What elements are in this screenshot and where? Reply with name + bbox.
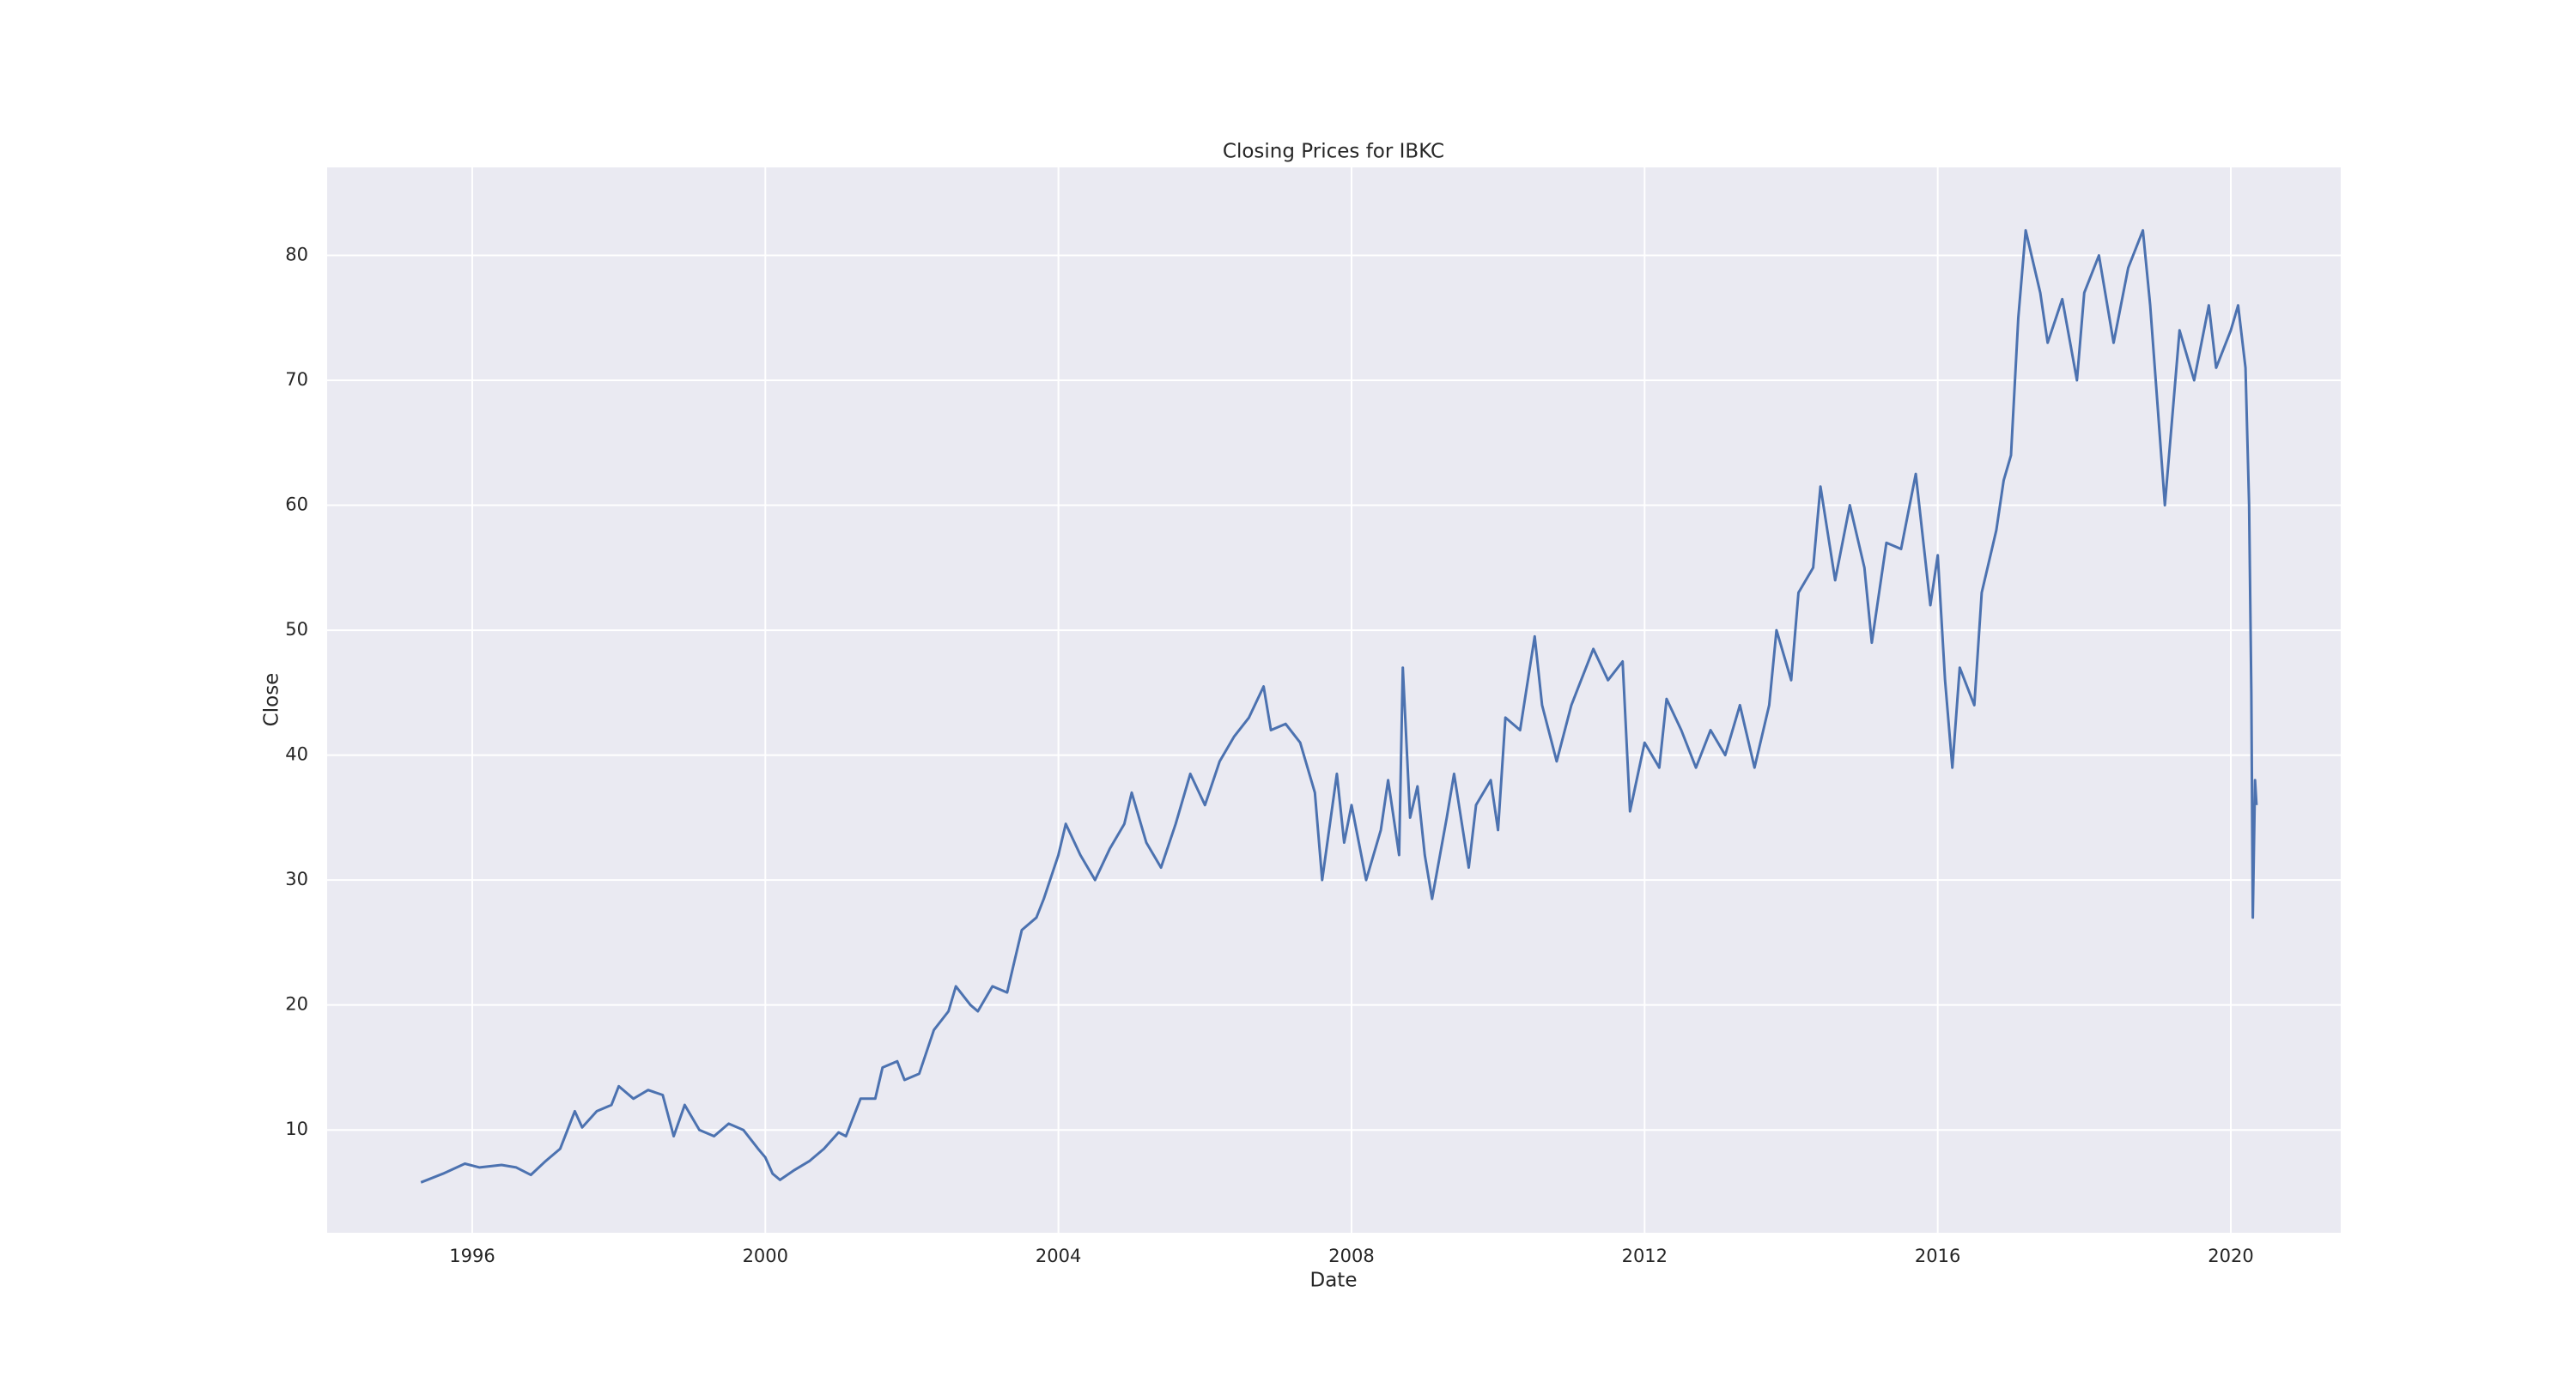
plot-area <box>327 167 2341 1233</box>
x-tick-label: 2012 <box>1622 1246 1668 1266</box>
x-tick-label: 2020 <box>2208 1246 2253 1266</box>
x-tick-label: 2016 <box>1915 1246 1960 1266</box>
y-tick-label: 40 <box>285 744 308 765</box>
y-tick-label: 70 <box>285 369 308 390</box>
price-line <box>420 228 2258 1184</box>
y-tick-label: 30 <box>285 869 308 889</box>
y-tick-label: 60 <box>285 494 308 515</box>
y-axis-label: Close <box>261 673 283 727</box>
chart-title: Closing Prices for IBKC <box>1223 141 1444 163</box>
y-tick-label: 80 <box>285 244 308 264</box>
x-tick-label: 2008 <box>1328 1246 1374 1266</box>
x-tick-label: 2004 <box>1036 1246 1081 1266</box>
x-tick-label: 2000 <box>743 1246 788 1266</box>
x-axis-label: Date <box>1310 1270 1358 1292</box>
y-tick-label: 50 <box>285 619 308 640</box>
y-tick-label: 10 <box>285 1119 308 1139</box>
x-tick-label: 1996 <box>449 1246 495 1266</box>
y-tick-label: 20 <box>285 994 308 1015</box>
